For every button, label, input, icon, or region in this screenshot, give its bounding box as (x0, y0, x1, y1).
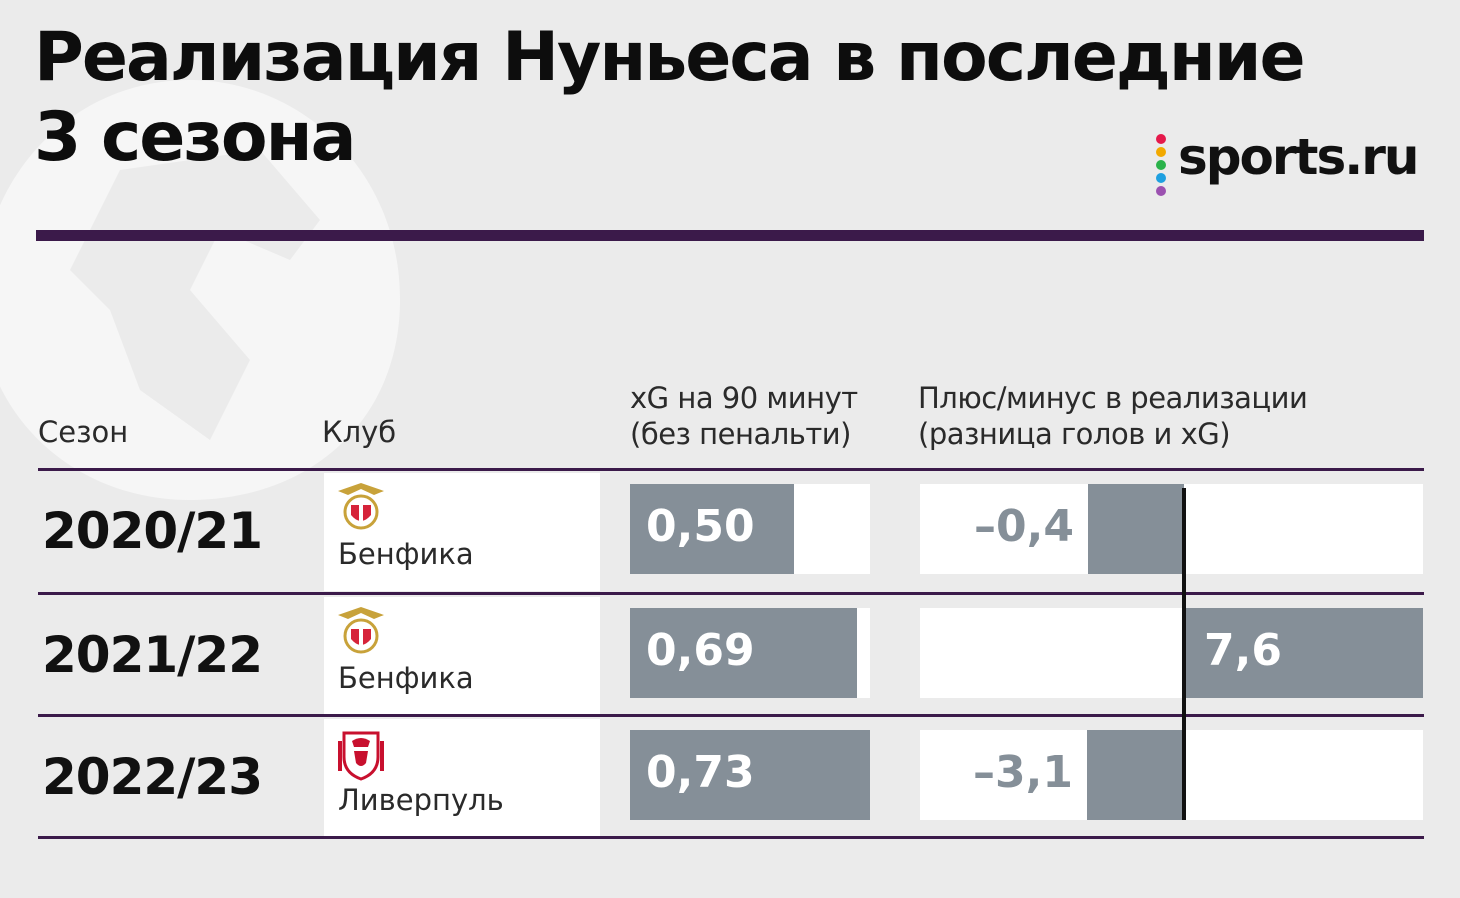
column-header-xg-line2: (без пенальти) (630, 417, 851, 451)
season-label: 2021/22 (42, 626, 263, 684)
xg-value-label: 0,50 (646, 501, 755, 552)
chart-title: Реализация Нуньеса в последние 3 сезона (34, 18, 1306, 177)
club-cell: Ливерпуль (324, 719, 600, 837)
plus-minus-value-label: –0,4 (974, 501, 1074, 552)
zero-axis-line (1182, 488, 1186, 820)
plus-minus-bar (1087, 730, 1184, 820)
row-divider (38, 836, 1424, 839)
column-header-plus-minus: Плюс/минус в реализации (разница голов и… (918, 380, 1308, 452)
season-label: 2020/21 (42, 502, 263, 560)
plus-minus-bar (1088, 484, 1184, 574)
plus-minus-bar (1184, 608, 1423, 698)
brand-logo: sports.ru (1150, 128, 1430, 198)
club-name: Ливерпуль (338, 783, 504, 817)
benfica-crest-icon (338, 483, 384, 530)
column-header-pm-line1: Плюс/минус в реализации (918, 381, 1308, 415)
row-divider (38, 468, 1424, 471)
plus-minus-value-label: 7,6 (1204, 625, 1282, 676)
column-header-club: Клуб (322, 415, 397, 449)
brand-name: sports.ru (1178, 128, 1419, 186)
season-label: 2022/23 (42, 748, 263, 806)
column-header-pm-line2: (разница голов и xG) (918, 417, 1231, 451)
benfica-crest-icon (338, 607, 384, 654)
row-divider (38, 592, 1424, 595)
club-cell: Бенфика (324, 597, 600, 715)
brand-dots-icon (1156, 134, 1166, 196)
column-header-xg: xG на 90 минут (без пенальти) (630, 380, 858, 452)
liverpool-crest-icon (338, 731, 384, 781)
table-row: 2020/21 Бенфика 0,50 –0,4 (0, 470, 1460, 594)
xg-value-label: 0,73 (646, 747, 755, 798)
club-cell: Бенфика (324, 473, 600, 591)
xg-value-label: 0,69 (646, 625, 755, 676)
xg-bar (630, 484, 794, 574)
title-divider (36, 230, 1424, 241)
row-divider (38, 714, 1424, 717)
column-header-xg-line1: xG на 90 минут (630, 381, 858, 415)
club-name: Бенфика (338, 537, 474, 571)
background-lion-icon (0, 80, 400, 500)
club-name: Бенфика (338, 661, 474, 695)
plus-minus-value-label: –3,1 (973, 747, 1073, 798)
table-row: 2021/22 Бенфика 0,69 7,6 (0, 594, 1460, 718)
xg-bar (630, 608, 857, 698)
column-header-season: Сезон (38, 415, 129, 449)
table-row: 2022/23 Ливерпуль 0,73 –3,1 (0, 716, 1460, 840)
xg-bar (630, 730, 870, 820)
